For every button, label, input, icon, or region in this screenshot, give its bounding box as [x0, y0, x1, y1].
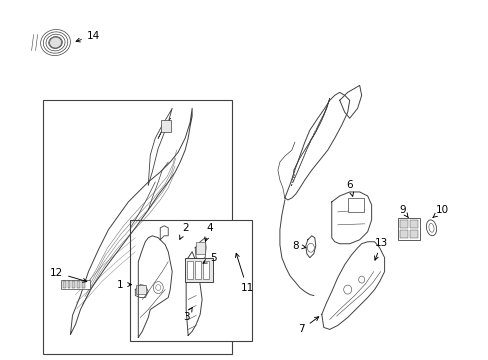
Ellipse shape	[153, 282, 163, 293]
Bar	[203, 261, 209, 279]
Text: 7: 7	[298, 317, 318, 334]
Text: 11: 11	[235, 253, 253, 293]
Bar	[185, 258, 213, 282]
Bar	[136, 285, 146, 293]
Bar	[82, 280, 85, 288]
Bar	[408, 220, 417, 228]
Text: 13: 13	[374, 238, 387, 260]
Text: 10: 10	[432, 205, 448, 217]
Text: 1: 1	[117, 280, 131, 289]
Ellipse shape	[49, 37, 61, 48]
Text: 6: 6	[346, 180, 353, 196]
Bar	[67, 280, 70, 288]
Text: 12: 12	[50, 267, 87, 282]
Bar	[187, 261, 193, 279]
Ellipse shape	[156, 285, 161, 291]
Text: 4: 4	[204, 223, 213, 241]
Text: 14: 14	[76, 31, 100, 42]
Ellipse shape	[343, 285, 351, 294]
Ellipse shape	[428, 223, 433, 232]
Text: 3: 3	[183, 307, 192, 323]
Bar	[397, 218, 419, 240]
Ellipse shape	[358, 276, 364, 283]
Bar	[195, 261, 201, 279]
Bar	[42, 100, 232, 354]
Bar	[77, 280, 81, 288]
Bar	[399, 220, 407, 228]
Text: 8: 8	[292, 241, 305, 251]
Bar	[72, 280, 75, 288]
Text: 5: 5	[203, 253, 216, 263]
Text: 9: 9	[398, 205, 407, 218]
Ellipse shape	[426, 220, 436, 236]
Bar	[399, 230, 407, 238]
Bar	[196, 242, 204, 254]
Bar	[347, 198, 363, 212]
Bar	[408, 230, 417, 238]
Bar	[61, 280, 90, 289]
Text: 2: 2	[179, 223, 188, 239]
Ellipse shape	[306, 243, 314, 252]
Bar	[62, 280, 65, 288]
Bar	[130, 220, 251, 341]
Bar	[161, 120, 171, 132]
